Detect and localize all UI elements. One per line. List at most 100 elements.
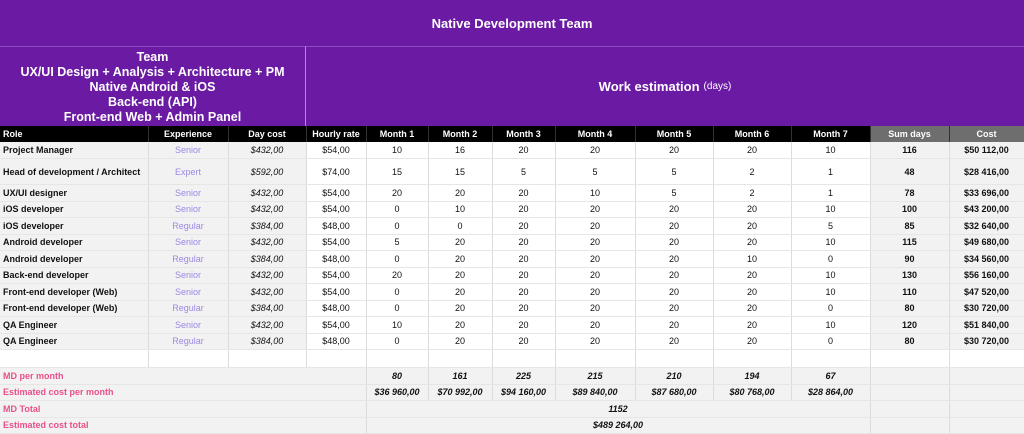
- day-cost-cell: $384,00: [228, 333, 307, 350]
- month-2-cell: 20: [428, 234, 493, 251]
- day-cost-cell: $432,00: [228, 267, 307, 284]
- work-estimation-label: Work estimation: [598, 79, 700, 94]
- month-2-cell: 15: [428, 158, 493, 185]
- hourly-rate-cell: $74,00: [306, 158, 367, 185]
- md-per-month-value: 161: [428, 367, 493, 385]
- experience-cell: Senior: [148, 184, 229, 202]
- experience-cell: Senior: [148, 316, 229, 334]
- month-2-cell: 10: [428, 201, 493, 218]
- experience-cell: Regular: [148, 333, 229, 350]
- month-3-cell: 20: [492, 234, 556, 251]
- team-header-line: Back-end (API): [108, 95, 197, 109]
- month-3-cell: 20: [492, 333, 556, 350]
- hourly-rate-cell: $48,00: [306, 333, 367, 350]
- cost-per-month-value: $36 960,00: [366, 384, 429, 401]
- empty-cell: [870, 400, 950, 418]
- empty-cell: [870, 367, 950, 385]
- month-5-cell: 20: [635, 250, 714, 268]
- month-6-cell: 2: [713, 158, 792, 185]
- experience-cell: Senior: [148, 142, 229, 159]
- month-7-cell: 0: [791, 333, 871, 350]
- role-cell: Project Manager: [0, 142, 149, 159]
- column-header-month-1: Month 1: [366, 126, 429, 142]
- month-1-cell: 5: [366, 234, 429, 251]
- month-7-cell: 0: [791, 250, 871, 268]
- md-total-row: MD Total 1152: [0, 400, 1024, 418]
- team-header-line: UX/UI Design + Analysis + Architecture +…: [20, 65, 285, 79]
- month-4-cell: 20: [555, 142, 636, 159]
- experience-cell: Expert: [148, 158, 229, 185]
- table-row: UX/UI designer Senior $432,00 $54,00 20 20 20 1…: [0, 184, 1024, 202]
- month-3-cell: 20: [492, 142, 556, 159]
- cost-cell: $30 720,00: [949, 333, 1024, 350]
- experience-cell: Senior: [148, 283, 229, 301]
- role-cell: Front-end developer (Web): [0, 300, 149, 317]
- day-cost-cell: $432,00: [228, 283, 307, 301]
- sum-days-cell: 110: [870, 283, 950, 301]
- hourly-rate-cell: $54,00: [306, 316, 367, 334]
- spacer-cell: [428, 349, 493, 368]
- month-7-cell: 5: [791, 217, 871, 235]
- month-3-cell: 20: [492, 250, 556, 268]
- spacer-row: [0, 349, 1024, 368]
- column-header-month-3: Month 3: [492, 126, 556, 142]
- month-5-cell: 5: [635, 184, 714, 202]
- md-per-month-label: MD per month: [0, 367, 367, 385]
- month-4-cell: 20: [555, 267, 636, 284]
- month-6-cell: 20: [713, 234, 792, 251]
- cost-per-month-label: Estimated cost per month: [0, 384, 367, 401]
- column-header-role: Role: [0, 126, 149, 142]
- cost-per-month-value: $28 864,00: [791, 384, 871, 401]
- role-cell: iOS developer: [0, 201, 149, 218]
- sum-days-cell: 48: [870, 158, 950, 185]
- month-2-cell: 20: [428, 250, 493, 268]
- column-header-month-4: Month 4: [555, 126, 636, 142]
- month-3-cell: 20: [492, 283, 556, 301]
- md-total-label: MD Total: [0, 400, 367, 418]
- spacer-cell: [870, 349, 950, 368]
- month-4-cell: 5: [555, 158, 636, 185]
- month-7-cell: 0: [791, 300, 871, 317]
- month-5-cell: 20: [635, 316, 714, 334]
- table-row: Head of development / Architect Expert $59…: [0, 158, 1024, 185]
- month-1-cell: 0: [366, 333, 429, 350]
- day-cost-cell: $432,00: [228, 234, 307, 251]
- day-cost-cell: $592,00: [228, 158, 307, 185]
- role-cell: Front-end developer (Web): [0, 283, 149, 301]
- column-header-month-2: Month 2: [428, 126, 493, 142]
- hourly-rate-cell: $54,00: [306, 142, 367, 159]
- month-5-cell: 20: [635, 217, 714, 235]
- experience-cell: Regular: [148, 217, 229, 235]
- month-3-cell: 20: [492, 316, 556, 334]
- hourly-rate-cell: $54,00: [306, 267, 367, 284]
- month-4-cell: 20: [555, 217, 636, 235]
- experience-cell: Senior: [148, 267, 229, 284]
- month-3-cell: 20: [492, 217, 556, 235]
- column-header-sum-days: Sum days: [870, 126, 950, 142]
- md-per-month-value: 210: [635, 367, 714, 385]
- sum-days-cell: 130: [870, 267, 950, 284]
- month-3-cell: 20: [492, 300, 556, 317]
- hourly-rate-cell: $54,00: [306, 184, 367, 202]
- month-1-cell: 0: [366, 250, 429, 268]
- cost-cell: $51 840,00: [949, 316, 1024, 334]
- sum-days-cell: 115: [870, 234, 950, 251]
- table-row: iOS developer Regular $384,00 $48,00 0 0 20 20 2…: [0, 217, 1024, 235]
- month-6-cell: 20: [713, 283, 792, 301]
- month-1-cell: 0: [366, 300, 429, 317]
- experience-cell: Regular: [148, 300, 229, 317]
- month-5-cell: 20: [635, 142, 714, 159]
- page-title: Native Development Team: [0, 0, 1024, 46]
- month-7-cell: 10: [791, 142, 871, 159]
- role-cell: iOS developer: [0, 217, 149, 235]
- month-3-cell: 20: [492, 267, 556, 284]
- cost-per-month-value: $87 680,00: [635, 384, 714, 401]
- cost-total-value: $489 264,00: [366, 417, 871, 434]
- month-7-cell: 1: [791, 158, 871, 185]
- spacer-cell: [148, 349, 229, 368]
- cost-cell: $32 640,00: [949, 217, 1024, 235]
- spacer-cell: [949, 349, 1024, 368]
- cost-per-month-value: $94 160,00: [492, 384, 556, 401]
- month-2-cell: 20: [428, 184, 493, 202]
- day-cost-cell: $432,00: [228, 201, 307, 218]
